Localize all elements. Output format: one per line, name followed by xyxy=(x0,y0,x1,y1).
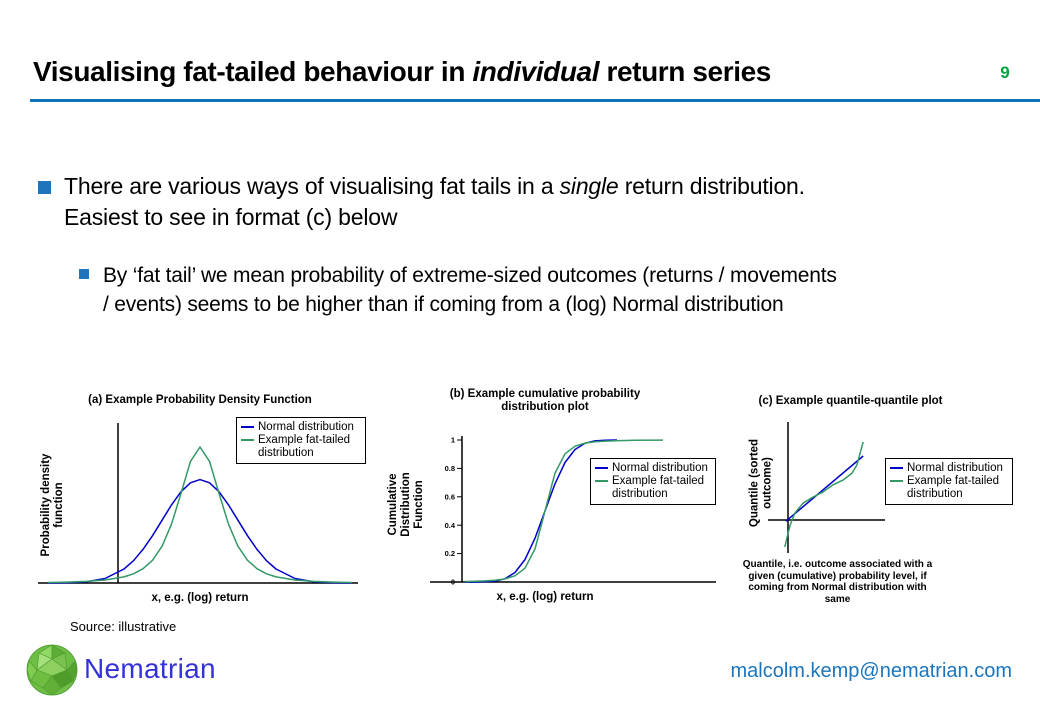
legend-item-fat-tailed: Example fat-tailed distribution xyxy=(595,475,713,501)
legend-label: Example fat-tailed distribution xyxy=(258,434,351,459)
title-underline xyxy=(30,99,1040,102)
bullet-2-line1: By ‘fat tail’ we mean probability of ext… xyxy=(103,264,837,287)
series-line-normal xyxy=(47,478,353,584)
chart-qq: (c) Example quantile-quantile plot Quant… xyxy=(728,392,1040,620)
series-line-fat-tailed xyxy=(784,441,864,548)
y-tick-label: 0.4 xyxy=(445,521,456,530)
y-tick-label: 0 xyxy=(451,578,455,587)
chart-qq-legend: Normal distribution Example fat-tailed d… xyxy=(885,458,1013,505)
fat-tailed-line-swatch-icon xyxy=(890,480,903,482)
bullet-1-line2: Easiest to see in format (c) below xyxy=(64,204,398,230)
y-tick-label: 1 xyxy=(451,436,455,445)
bullet-1-text: There are various ways of visualising fa… xyxy=(64,173,560,199)
legend-item-normal: Normal distribution xyxy=(890,462,1010,475)
normal-line-swatch-icon xyxy=(595,467,608,469)
series-line-fat-tailed xyxy=(464,439,664,583)
brand-name: Nematrian xyxy=(84,653,216,684)
chart-cdf-plot: 0 0.2 0.4 0.6 0.8 1 xyxy=(430,436,716,587)
legend-label: Normal distribution xyxy=(907,462,1003,474)
bullet-1: There are various ways of visualising fa… xyxy=(64,171,984,233)
chart-cdf: (b) Example cumulative probability distr… xyxy=(370,385,720,630)
series-line-normal xyxy=(785,455,864,522)
bullet-2: By ‘fat tail’ we mean probability of ext… xyxy=(103,261,983,319)
bullet-1-italic-word: single xyxy=(559,173,619,199)
title-text-end: return series xyxy=(599,56,771,87)
chart-cdf-xlabel: x, e.g. (log) return xyxy=(496,591,594,603)
chart-pdf-xlabel: x, e.g. (log) return xyxy=(151,592,249,604)
chart-qq-plot xyxy=(768,422,885,553)
bullet-square-icon xyxy=(38,181,51,194)
source-note: Source: illustrative xyxy=(70,619,177,634)
chart-cdf-legend: Normal distribution Example fat-tailed d… xyxy=(590,458,716,505)
sub-bullet-square-icon xyxy=(79,269,89,279)
legend-label: Example fat-tailed distribution xyxy=(907,475,1000,500)
legend-item-normal: Normal distribution xyxy=(595,462,713,475)
legend-label: Normal distribution xyxy=(612,462,708,474)
normal-line-swatch-icon xyxy=(241,426,254,428)
chart-pdf-plot xyxy=(38,423,358,584)
nematrian-logo-icon xyxy=(26,644,78,696)
chart-qq-xlabel: Quantile, i.e. outcome associated with a… xyxy=(742,559,933,605)
chart-pdf-legend: Normal distribution Example fat-tailed d… xyxy=(236,417,366,464)
chart-pdf-title: (a) Example Probability Density Function xyxy=(88,394,312,406)
y-tick-label: 0.6 xyxy=(445,492,455,501)
chart-qq-title: (c) Example quantile-quantile plot xyxy=(758,395,943,407)
series-line-fat-tailed xyxy=(47,446,353,584)
normal-line-swatch-icon xyxy=(890,467,903,469)
legend-item-fat-tailed: Example fat-tailed distribution xyxy=(890,475,1010,501)
bullet-2-line2: / events) seems to be higher than if com… xyxy=(103,293,784,316)
legend-label: Normal distribution xyxy=(258,421,354,433)
contact-email-link[interactable]: malcolm.kemp@nematrian.com xyxy=(730,660,1013,682)
legend-label: Example fat-tailed distribution xyxy=(612,475,705,500)
page-title: Visualising fat-tailed behaviour in indi… xyxy=(33,56,963,88)
chart-cdf-title: (b) Example cumulative probability distr… xyxy=(449,388,641,413)
y-tick-label: 0.8 xyxy=(445,464,455,473)
legend-item-normal: Normal distribution xyxy=(241,421,363,434)
chart-cdf-ylabel: Cumulative Distribution Function xyxy=(387,472,425,537)
bullet-1-text-end: return distribution. xyxy=(618,173,805,199)
legend-item-fat-tailed: Example fat-tailed distribution xyxy=(241,434,363,460)
title-italic-word: individual xyxy=(472,56,600,87)
slide-number: 9 xyxy=(1000,63,1010,82)
fat-tailed-line-swatch-icon xyxy=(595,480,608,482)
chart-pdf: (a) Example Probability Density Function… xyxy=(30,392,370,632)
title-text: Visualising fat-tailed behaviour in xyxy=(33,56,473,87)
y-tick-label: 0.2 xyxy=(445,549,455,558)
fat-tailed-line-swatch-icon xyxy=(241,439,254,441)
